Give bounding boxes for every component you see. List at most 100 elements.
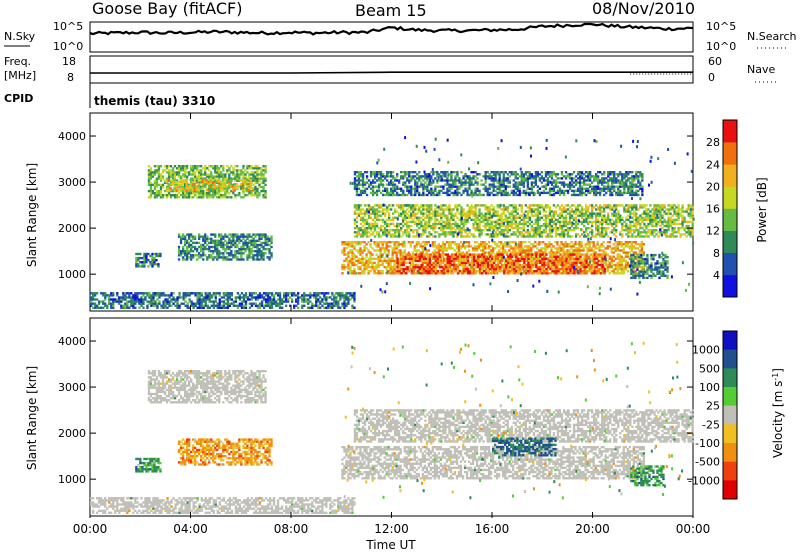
heatmap-cell: [375, 231, 379, 234]
heatmap-cell: [158, 302, 161, 305]
heatmap-cell: [384, 222, 387, 226]
heatmap-cell: [361, 257, 364, 260]
heatmap-cell: [406, 265, 409, 269]
heatmap-cell: [418, 208, 421, 211]
heatmap-cell: [218, 292, 221, 295]
heatmap-cell: [201, 187, 204, 190]
heatmap-cell: [371, 233, 375, 236]
heatmap-cell: [128, 300, 131, 303]
heatmap-cell: [640, 247, 644, 250]
heatmap-cell: [389, 267, 392, 271]
heatmap-cell: [456, 267, 460, 271]
heatmap-cell: [424, 270, 428, 273]
heatmap-cell: [229, 185, 233, 188]
heatmap-cell: [182, 298, 185, 301]
heatmap-cell: [177, 192, 181, 195]
heatmap-cell: [347, 251, 350, 254]
heatmap-cell: [528, 259, 531, 263]
heatmap-cell: [315, 294, 318, 297]
heatmap-cell: [212, 194, 215, 197]
heatmap-cell: [452, 231, 455, 234]
heatmap-cell: [198, 306, 201, 309]
heatmap-cell: [262, 169, 265, 172]
heatmap-cell: [187, 189, 190, 192]
heatmap-cell: [223, 178, 227, 182]
heatmap-cell: [572, 251, 575, 254]
heatmap-cell: [341, 249, 344, 252]
heatmap-cell: [385, 241, 388, 244]
heatmap-cell: [599, 259, 602, 263]
heatmap-cell: [596, 247, 599, 250]
heatmap-cell: [620, 270, 623, 273]
heatmap-cell: [486, 247, 489, 250]
heatmap-cell: [150, 298, 153, 301]
heatmap-cell: [544, 249, 547, 252]
heatmap-cell: [181, 178, 184, 182]
heatmap-cell: [246, 243, 249, 247]
heatmap-cell: [236, 304, 240, 307]
heatmap-cell: [363, 214, 367, 217]
heatmap-cell: [488, 224, 491, 228]
heatmap-cell: [167, 187, 170, 190]
heatmap-cell: [254, 177, 257, 180]
heatmap-cell: [520, 270, 523, 273]
heatmap-cell: [404, 204, 407, 207]
heatmap-cell: [248, 250, 251, 253]
heatmap-cell: [387, 253, 390, 256]
heatmap-cell: [367, 206, 371, 209]
heatmap-cell: [212, 167, 215, 170]
heatmap-cell: [264, 171, 267, 174]
heatmap-cell: [484, 241, 487, 244]
heatmap-cell: [401, 253, 404, 256]
heatmap-cell: [494, 253, 497, 256]
heatmap-cell: [369, 265, 372, 269]
heatmap-cell: [400, 227, 403, 230]
heatmap-cell: [264, 302, 268, 305]
heatmap-cell: [132, 294, 135, 297]
heatmap-cell: [485, 261, 488, 265]
heatmap-cell: [214, 192, 217, 195]
heatmap-cell: [434, 259, 438, 263]
heatmap-cell: [476, 222, 479, 226]
heatmap-cell: [200, 177, 203, 180]
heatmap-cell: [392, 204, 395, 207]
heatmap-cell: [394, 233, 397, 236]
heatmap-cell: [542, 247, 545, 250]
heatmap-cell: [96, 304, 99, 307]
heatmap-cell: [622, 257, 625, 260]
heatmap-cell: [531, 261, 534, 265]
heatmap-cell: [339, 292, 342, 295]
heatmap-cell: [210, 179, 213, 182]
heatmap-cell: [483, 257, 486, 260]
heatmap-cell: [281, 306, 284, 309]
heatmap-cell: [367, 241, 370, 244]
heatmap-cell: [231, 187, 235, 190]
heatmap-cell: [272, 294, 276, 297]
heatmap-cell: [138, 306, 141, 309]
heatmap-cell: [393, 245, 396, 248]
heatmap-cell: [500, 212, 503, 215]
heatmap-cell: [404, 218, 407, 222]
heatmap-cell: [466, 267, 470, 271]
heatmap-cell: [232, 237, 235, 240]
heatmap-cell: [96, 298, 99, 301]
heatmap-cell: [591, 255, 594, 258]
heatmap-cell: [534, 251, 537, 254]
heatmap-cell: [343, 302, 346, 305]
heatmap-cell: [585, 253, 588, 256]
heatmap-cell: [375, 241, 378, 244]
heatmap-cell: [428, 214, 431, 217]
heatmap-cell: [535, 261, 538, 265]
heatmap-cell: [250, 250, 253, 253]
heatmap-cell: [507, 255, 510, 258]
heatmap-cell: [169, 196, 173, 199]
heatmap-cell: [494, 222, 497, 226]
power-heatmap: [90, 136, 695, 309]
heatmap-cell: [170, 304, 173, 307]
heatmap-cell: [624, 265, 628, 269]
heatmap-cell: [474, 227, 477, 230]
heatmap-cell: [523, 261, 526, 265]
heatmap-cell: [404, 214, 407, 217]
heatmap-cell: [234, 252, 237, 255]
heatmap-cell: [430, 267, 434, 271]
